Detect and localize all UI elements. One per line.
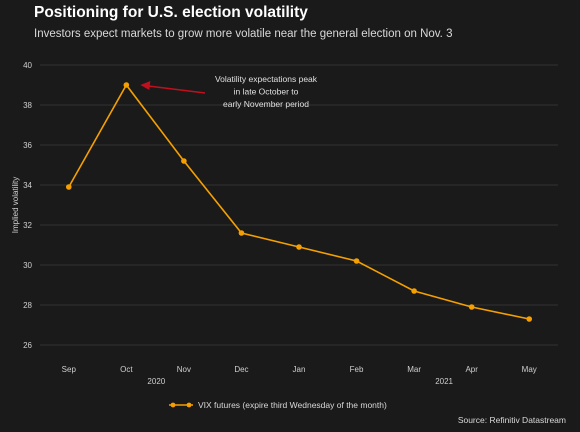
y-tick-label: 38 [23, 101, 32, 110]
data-point [468, 304, 475, 310]
y-tick-label: 30 [23, 261, 32, 270]
series-line [68, 83, 530, 320]
annotation-text: early November period [223, 99, 309, 109]
x-year-label: 2020 [147, 377, 165, 386]
y-tick-label: 26 [23, 341, 32, 350]
y-tick-label: 36 [23, 141, 32, 150]
legend-marker-icon [169, 402, 193, 408]
x-tick-label: Sep [62, 365, 77, 374]
data-point [123, 82, 130, 88]
x-tick-label: Oct [120, 365, 133, 374]
x-tick-label: Apr [465, 365, 478, 374]
data-point [238, 230, 245, 236]
y-tick-label: 32 [23, 221, 32, 230]
y-tick-label: 28 [23, 301, 32, 310]
x-tick-label: Mar [407, 365, 421, 374]
x-tick-label: Jan [293, 365, 306, 374]
annotation-arrow-head [140, 81, 151, 90]
data-point [526, 316, 533, 322]
y-axis-label: Implied volatility [11, 177, 20, 233]
data-point [65, 184, 72, 190]
data-point [353, 258, 360, 264]
y-tick-label: 34 [23, 181, 32, 190]
annotation-text: in late October to [234, 87, 299, 97]
chart-subtitle: Investors expect markets to grow more vo… [34, 28, 453, 40]
legend: VIX futures (expire third Wednesday of t… [168, 400, 387, 410]
x-tick-label: Nov [177, 365, 191, 374]
annotation-text: Volatility expectations peak [215, 74, 318, 84]
x-tick-label: Dec [234, 365, 248, 374]
source-note: Source: Refinitiv Datastream [457, 415, 566, 425]
data-point [411, 288, 417, 294]
x-tick-label: Feb [350, 365, 364, 374]
annotation-arrow-line [148, 85, 206, 94]
data-point [181, 158, 187, 164]
line-chart: 26 28 30 32 34 36 38 40 Implied volatility Sep Oct… [11, 61, 558, 386]
chart-title: Positioning for U.S. election volatility [34, 4, 308, 21]
data-point [296, 244, 302, 250]
y-tick-label: 40 [23, 61, 32, 70]
legend-label: VIX futures (expire third Wednesday of t… [198, 400, 387, 410]
x-year-label: 2021 [435, 377, 453, 386]
x-tick-label: May [522, 365, 537, 374]
